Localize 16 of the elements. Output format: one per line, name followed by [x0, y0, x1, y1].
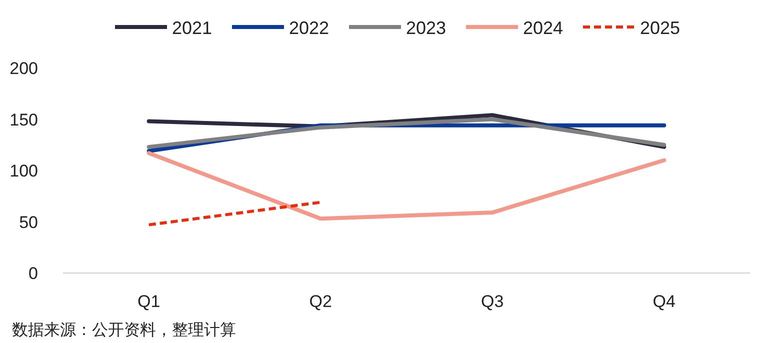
line-series [146, 151, 666, 221]
x-tick-label: Q4 [652, 292, 676, 311]
source-note: 数据来源：公开资料，整理计算 [12, 321, 236, 339]
x-tick-label: Q2 [309, 292, 332, 311]
legend-label: 2024 [523, 18, 564, 38]
y-tick-label: 100 [10, 162, 38, 180]
y-tick-label: 200 [10, 59, 38, 78]
legend-label: 2021 [172, 18, 212, 38]
legend-label: 2025 [640, 18, 680, 38]
x-tick-label: Q1 [138, 292, 160, 311]
legend-label: 2023 [406, 18, 446, 38]
legend-label: 2022 [289, 18, 330, 38]
y-tick-label: 150 [10, 110, 38, 130]
y-tick-label: 0 [28, 264, 38, 283]
y-tick-label: 50 [19, 212, 38, 232]
x-tick-label: Q3 [481, 292, 504, 311]
